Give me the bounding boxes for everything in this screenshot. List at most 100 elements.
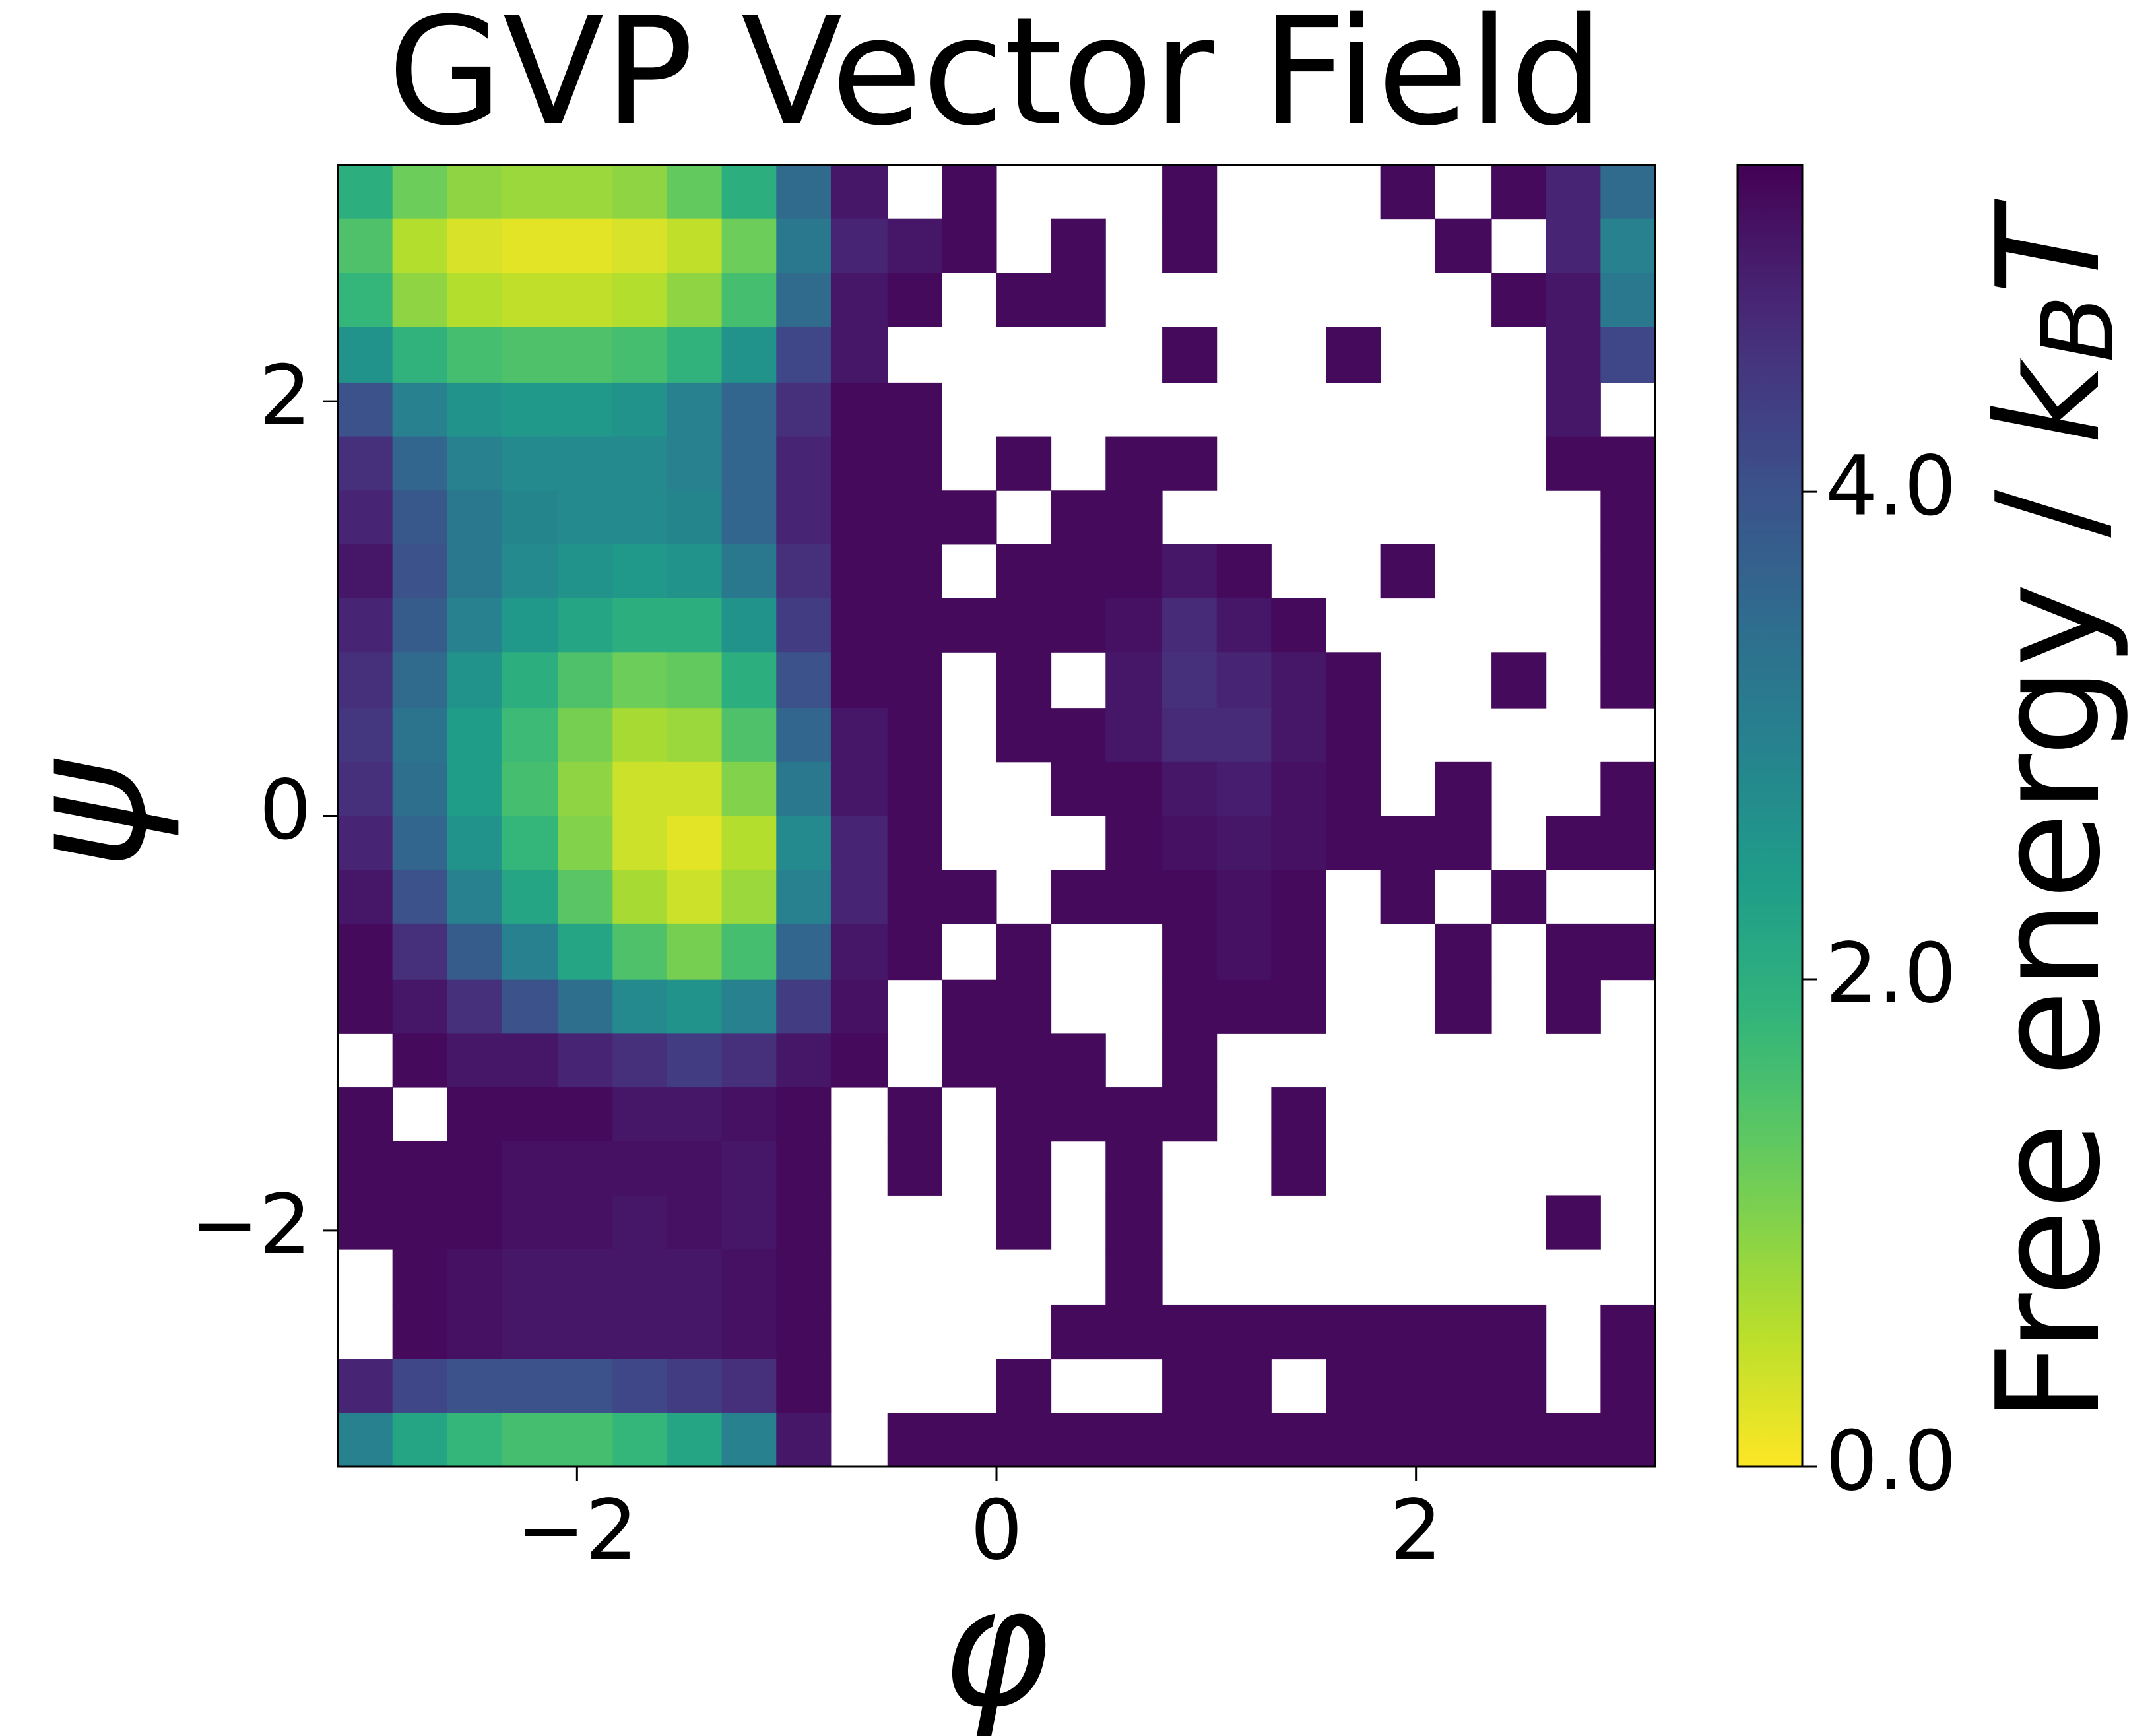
heatmap-cell	[1326, 816, 1381, 870]
y-tick-label: −2	[190, 1177, 311, 1273]
heatmap-cell	[996, 1359, 1052, 1413]
heatmap-cell	[776, 816, 832, 870]
heatmap-cell	[1546, 1413, 1601, 1467]
heatmap-cell	[612, 708, 668, 763]
heatmap-cell	[1105, 1195, 1163, 1250]
heatmap-cell	[776, 1141, 832, 1196]
heatmap-cell	[942, 218, 997, 273]
heatmap-cell	[1271, 708, 1326, 763]
heatmap-cell	[392, 870, 447, 924]
heatmap-cell	[501, 327, 559, 383]
colorbar-tick-label: 4.0	[1825, 438, 1957, 534]
heatmap-cell	[392, 382, 447, 437]
heatmap-cell	[392, 1033, 447, 1088]
heatmap-cell	[558, 1413, 613, 1467]
heatmap-cell	[558, 1195, 613, 1250]
heatmap-cell	[667, 1249, 723, 1306]
heatmap-cell	[721, 273, 777, 327]
heatmap-cell	[447, 544, 502, 599]
heatmap-cell	[338, 273, 393, 327]
heatmap-cell	[1546, 165, 1601, 220]
heatmap-cell	[338, 1141, 393, 1196]
heatmap-cell	[887, 273, 942, 327]
heatmap-cell	[942, 598, 997, 653]
heatmap-cell	[942, 1413, 997, 1467]
heatmap-cell	[1600, 816, 1656, 870]
heatmap-cell	[667, 652, 723, 709]
heatmap-cell	[887, 708, 942, 763]
heatmap-cell	[1162, 708, 1218, 763]
heatmap-cell	[1435, 979, 1492, 1034]
heatmap-cell	[612, 273, 668, 327]
heatmap-cell	[1162, 816, 1218, 870]
heatmap-cell	[1546, 273, 1601, 327]
heatmap-cell	[721, 1304, 777, 1360]
heatmap-cell	[996, 1033, 1052, 1088]
heatmap-cell	[558, 1033, 613, 1088]
heatmap-cell	[1491, 1304, 1547, 1360]
heatmap-cell	[830, 273, 888, 327]
heatmap-cell	[887, 870, 942, 924]
heatmap-cell	[1051, 761, 1106, 816]
heatmap-cell	[721, 327, 777, 383]
heatmap-cell	[392, 708, 447, 763]
heatmap-cell	[887, 598, 942, 653]
heatmap-cell	[1162, 218, 1218, 273]
heatmap-cell	[1546, 327, 1601, 383]
heatmap-cell	[1600, 652, 1656, 709]
heatmap-cell	[392, 436, 447, 491]
heatmap-cell	[501, 165, 559, 220]
heatmap-cell	[1105, 598, 1163, 653]
heatmap-cell	[776, 1249, 832, 1306]
heatmap-cell	[1216, 598, 1272, 653]
heatmap-cell	[776, 870, 832, 924]
heatmap-cell	[1051, 870, 1106, 924]
heatmap-cell	[996, 1413, 1052, 1467]
heatmap-cell	[830, 165, 888, 220]
heatmap-cell	[501, 218, 559, 273]
colorbar-label-t: T	[1966, 199, 2132, 295]
heatmap-cell	[1105, 1141, 1163, 1196]
heatmap-cell	[776, 436, 832, 491]
heatmap-cell	[1380, 870, 1435, 924]
heatmap-cell	[392, 1195, 447, 1250]
heatmap-cell	[392, 327, 447, 383]
heatmap-cell	[721, 1195, 777, 1250]
heatmap-cell	[1162, 761, 1218, 816]
heatmap-cell	[558, 1141, 613, 1196]
heatmap-cell	[1271, 979, 1326, 1034]
heatmap-cell	[1271, 816, 1326, 870]
heatmap-cell	[612, 1304, 668, 1360]
heatmap-cell	[887, 761, 942, 816]
heatmap-cell	[667, 761, 723, 816]
heatmap-cell	[501, 1304, 559, 1360]
heatmap-cell	[1216, 1304, 1272, 1360]
heatmap-cell	[667, 1141, 723, 1196]
x-tick-label: 2	[1390, 1483, 1443, 1578]
heatmap-cell	[721, 1413, 777, 1467]
heatmap-cell	[721, 761, 777, 816]
heatmap-cell	[1051, 544, 1106, 599]
heatmap-cell	[887, 816, 942, 870]
heatmap-cell	[501, 544, 559, 599]
heatmap-cell	[1600, 1304, 1656, 1360]
heatmap-cell	[830, 1033, 888, 1088]
heatmap-cell	[501, 1087, 559, 1142]
heatmap-cell	[612, 979, 668, 1034]
heatmap-cell	[392, 1249, 447, 1306]
heatmap-cell	[667, 1033, 723, 1088]
heatmap-cell	[887, 218, 942, 273]
colorbar-label-text: Free energy /	[1966, 445, 2132, 1423]
heatmap-cell	[612, 1413, 668, 1467]
heatmap-cell	[776, 218, 832, 273]
heatmap-cell	[1380, 544, 1435, 599]
heatmap-cell	[1162, 165, 1218, 220]
heatmap-cell	[1051, 1087, 1106, 1142]
heatmap-cell	[830, 923, 888, 981]
x-tick-label: 0	[970, 1483, 1023, 1578]
heatmap-cell	[447, 1195, 502, 1250]
heatmap-cell	[1216, 1359, 1272, 1413]
heatmap-cell	[1162, 923, 1218, 981]
heatmap-cell	[1491, 652, 1547, 709]
heatmap-cell	[447, 218, 502, 273]
